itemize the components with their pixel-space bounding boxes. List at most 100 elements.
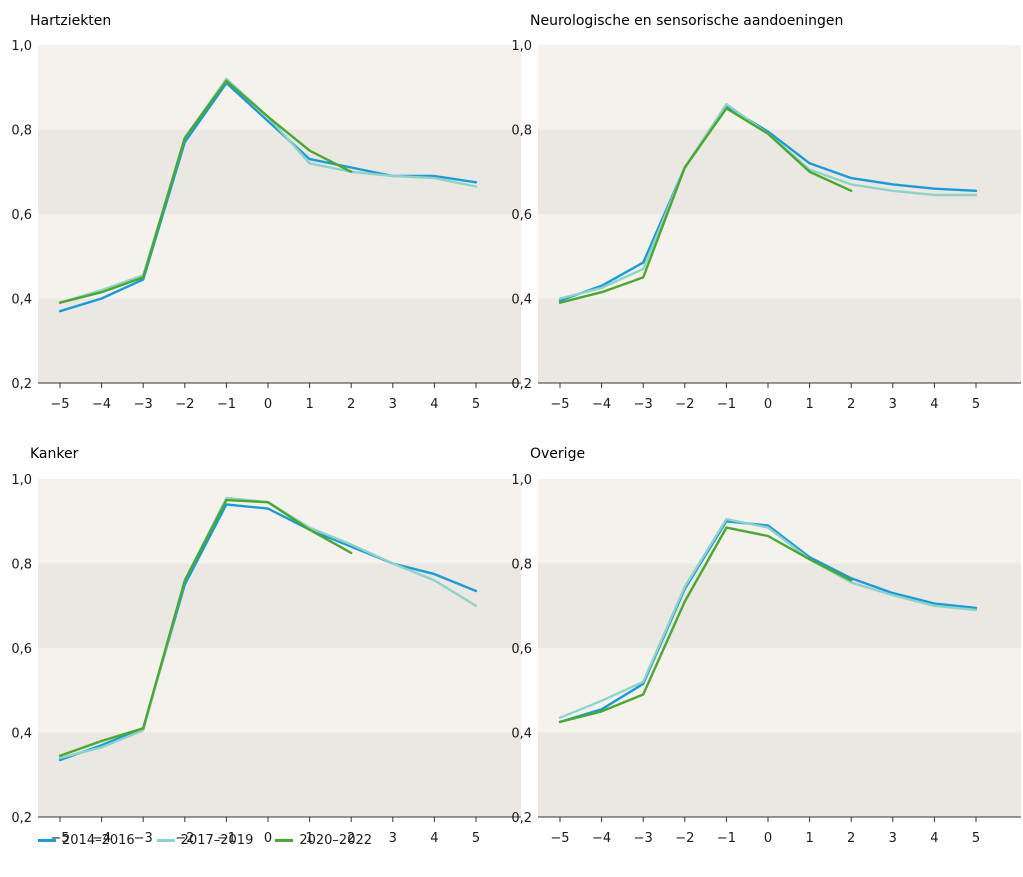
series-line-2020-2022 (58, 498, 353, 757)
panel-title: Hartziekten (30, 13, 111, 29)
x-tick-label: 3 (889, 831, 897, 846)
legend-item-2014-2016: 2014–2016 (38, 833, 135, 848)
plot-band (538, 732, 1021, 817)
x-tick-label: −2 (175, 397, 194, 412)
x-tick-label: −4 (92, 397, 111, 412)
y-tick-label: 0,8 (511, 124, 532, 139)
x-tick-label: −5 (550, 397, 569, 412)
legend: 2014–2016 2017–2019 2020–2022 (38, 833, 372, 848)
x-tick-label: −4 (592, 397, 611, 412)
legend-swatch (275, 839, 294, 842)
series-line-2014-2016 (558, 105, 978, 302)
x-tick-label: 1 (805, 397, 813, 412)
series-line-2020-2022 (558, 526, 853, 724)
x-tick-label: 5 (472, 831, 480, 846)
x-tick-label: −2 (175, 831, 194, 846)
x-tick-label: −5 (50, 831, 69, 846)
plot-band (538, 45, 1021, 130)
y-tick-label: 0,6 (11, 642, 32, 657)
x-tick-label: 2 (847, 397, 855, 412)
x-tick-label: −1 (217, 831, 236, 846)
x-tick-label: 4 (430, 831, 438, 846)
x-tick-label: −3 (134, 831, 153, 846)
x-tick-label: 5 (972, 397, 980, 412)
x-tick-label: −5 (50, 397, 69, 412)
x-tick-label: −3 (134, 397, 153, 412)
x-tick-label: 5 (972, 831, 980, 846)
y-tick-label: 1,0 (511, 473, 532, 488)
plot-band (538, 214, 1021, 299)
y-tick-label: 0,8 (511, 558, 532, 573)
x-tick-label: 0 (764, 397, 772, 412)
x-tick-label: −1 (717, 831, 736, 846)
legend-item-2020-2022: 2020–2022 (275, 833, 372, 848)
y-tick-label: 0,4 (511, 727, 532, 742)
x-tick-label: −4 (592, 831, 611, 846)
y-tick-label: 0,2 (511, 811, 532, 826)
y-tick-label: 0,6 (11, 208, 32, 223)
x-tick-label: 0 (764, 831, 772, 846)
x-tick-label: 2 (347, 397, 355, 412)
legend-label: 2017–2019 (180, 833, 254, 848)
series-line-2014-2016 (58, 503, 478, 762)
chart-panel-3: Kanker 0,2 0,4 0,6 0,8 1,0 −5 −4 −3 −2 −1 0 1 2 3 4 5 (11, 446, 521, 846)
legend-swatch (38, 839, 56, 842)
series-line-2020-2022 (58, 79, 353, 304)
x-tick-label: 4 (930, 397, 938, 412)
plot-band (538, 479, 1021, 564)
y-tick-label: 1,0 (511, 39, 532, 54)
y-tick-label: 0,8 (11, 124, 32, 139)
plot-band (538, 298, 1021, 383)
x-tick-label: 0 (264, 397, 272, 412)
series-line-2014-2016 (558, 520, 978, 724)
x-tick-label: 1 (305, 397, 313, 412)
series-line-2020-2022 (558, 107, 853, 304)
legend-swatch (156, 839, 175, 842)
y-tick-label: 0,2 (11, 377, 32, 392)
x-tick-label: 3 (389, 397, 397, 412)
plot-band (38, 648, 521, 733)
x-tick-label: 2 (847, 831, 855, 846)
x-tick-label: 4 (930, 831, 938, 846)
y-tick-label: 0,6 (511, 642, 532, 657)
plot-band (38, 732, 521, 817)
x-tick-label: 4 (430, 397, 438, 412)
plot-band (538, 648, 1021, 733)
y-tick-label: 1,0 (11, 39, 32, 54)
x-tick-label: 5 (472, 397, 480, 412)
y-tick-label: 0,4 (511, 293, 532, 308)
panel-title: Neurologische en sensorische aandoeninge… (530, 13, 843, 29)
plot-band (38, 479, 521, 564)
chart-panel-1: Hartziekten 0,2 0,4 0,6 0,8 1,0 −5 −4 −3 −2 −1 0 1 2 3… (11, 13, 521, 412)
x-tick-label: −3 (634, 831, 653, 846)
x-tick-label: −3 (634, 397, 653, 412)
x-tick-label: 3 (889, 397, 897, 412)
legend-label: 2020–2022 (299, 833, 373, 848)
x-tick-label: −5 (550, 831, 569, 846)
x-tick-label: 3 (389, 831, 397, 846)
y-tick-label: 0,2 (11, 811, 32, 826)
chart-panel-2: Neurologische en sensorische aandoeninge… (511, 13, 1021, 412)
x-tick-label: 1 (805, 831, 813, 846)
y-tick-label: 0,6 (511, 208, 532, 223)
x-tick-label: 0 (264, 831, 272, 846)
x-tick-label: −1 (217, 397, 236, 412)
plot-band (38, 129, 521, 214)
x-tick-label: 1 (305, 831, 313, 846)
plot-band (38, 45, 521, 130)
y-tick-label: 0,4 (11, 293, 32, 308)
y-tick-label: 0,4 (11, 727, 32, 742)
y-tick-label: 0,2 (511, 377, 532, 392)
x-tick-label: 2 (347, 831, 355, 846)
x-tick-label: −1 (717, 397, 736, 412)
panel-title: Overige (530, 446, 585, 462)
chart-panel-4: Overige 0,2 0,4 0,6 0,8 1,0 −5 −4 −3 −2 −1 0 1 2 3 4 5 (511, 446, 1021, 846)
legend-item-2017-2019: 2017–2019 (156, 833, 254, 848)
legend-label: 2014–2016 (62, 833, 135, 848)
x-tick-label: −2 (675, 397, 694, 412)
series-line-2017-2019 (558, 517, 978, 719)
x-tick-label: −2 (675, 831, 694, 846)
panel-title: Kanker (30, 446, 79, 462)
plot-band (38, 563, 521, 648)
